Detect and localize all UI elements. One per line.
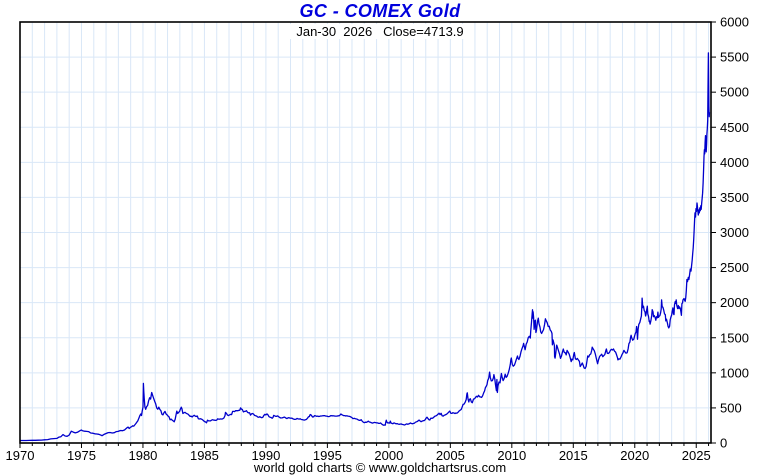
y-axis-price-label: 6000 [720, 15, 749, 30]
x-axis-year-label: 1980 [128, 448, 157, 463]
x-axis-year-label: 1985 [190, 448, 219, 463]
y-axis-price-label: 5500 [720, 50, 749, 65]
y-axis-price-label: 2500 [720, 260, 749, 275]
x-axis-year-label: 2005 [436, 448, 465, 463]
footer-credit: world gold charts © www.goldchartsrus.co… [253, 460, 507, 475]
x-axis-year-label: 1970 [6, 448, 35, 463]
y-axis-price-label: 500 [720, 400, 742, 415]
gold-price-line [20, 52, 711, 442]
chart-title: GC - COMEX Gold [299, 1, 461, 21]
chart-subtitle-date-close: Jan-30 2026 Close=4713.9 [288, 24, 472, 39]
y-axis-price-label: 0 [720, 436, 727, 451]
x-axis-year-label: 1995 [313, 448, 342, 463]
y-axis-price-label: 3000 [720, 225, 749, 240]
y-axis-price-label: 4500 [720, 120, 749, 135]
y-axis-price-label: 3500 [720, 190, 749, 205]
y-axis-price-label: 1000 [720, 365, 749, 380]
x-axis-year-label: 1990 [251, 448, 280, 463]
x-axis-year-label: 2025 [682, 448, 711, 463]
x-axis-year-label: 2000 [374, 448, 403, 463]
y-axis-price-label: 5000 [720, 85, 749, 100]
y-axis-price-label: 4000 [720, 155, 749, 170]
y-axis-price-label: 1500 [720, 330, 749, 345]
x-axis-year-label: 2015 [559, 448, 588, 463]
x-axis-year-label: 2020 [620, 448, 649, 463]
x-axis-year-label: 2010 [497, 448, 526, 463]
x-axis-year-label: 1975 [67, 448, 96, 463]
y-axis-price-label: 2000 [720, 295, 749, 310]
